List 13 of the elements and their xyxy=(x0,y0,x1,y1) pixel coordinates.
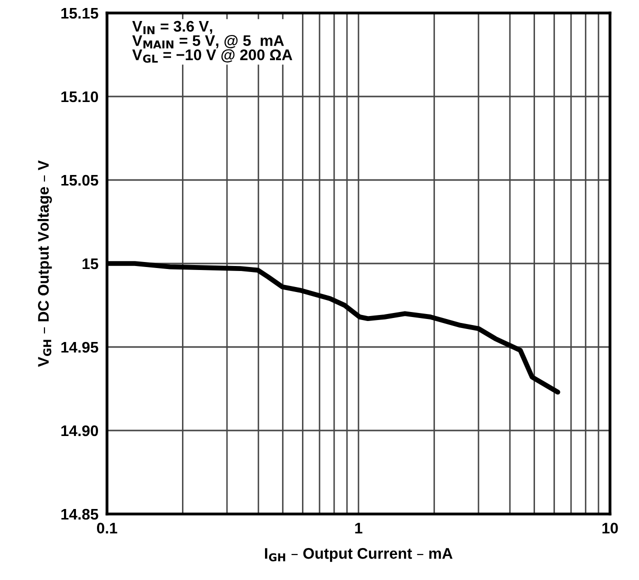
x-tick-label: 0.1 xyxy=(96,522,118,534)
y-tick-label: 14.85 xyxy=(61,508,98,520)
x-tick-label: 10 xyxy=(602,522,618,534)
y-tick-label: 15.05 xyxy=(61,174,98,186)
y-axis-title: V$_{GH}$ – DC Output Voltage – V xyxy=(38,160,52,367)
y-tick-label: 15.15 xyxy=(61,8,98,19)
y-tick-label: 15.10 xyxy=(61,91,98,102)
x-axis-title: I$_{GH}$ – Output Current – mA xyxy=(265,548,452,562)
text: V$_{IN}$ = 3.6 V, V$_{MAIN}$ = 5 V, @ 5 mA V$_{GL}$ = −10 V @ 200 ΩA xyxy=(132,20,292,63)
y-tick-label: 14.95 xyxy=(61,342,98,353)
x-tick-label: 1 xyxy=(355,522,362,534)
y-tick-label: 14.90 xyxy=(61,425,98,436)
y-tick-label: 15 xyxy=(82,258,98,270)
